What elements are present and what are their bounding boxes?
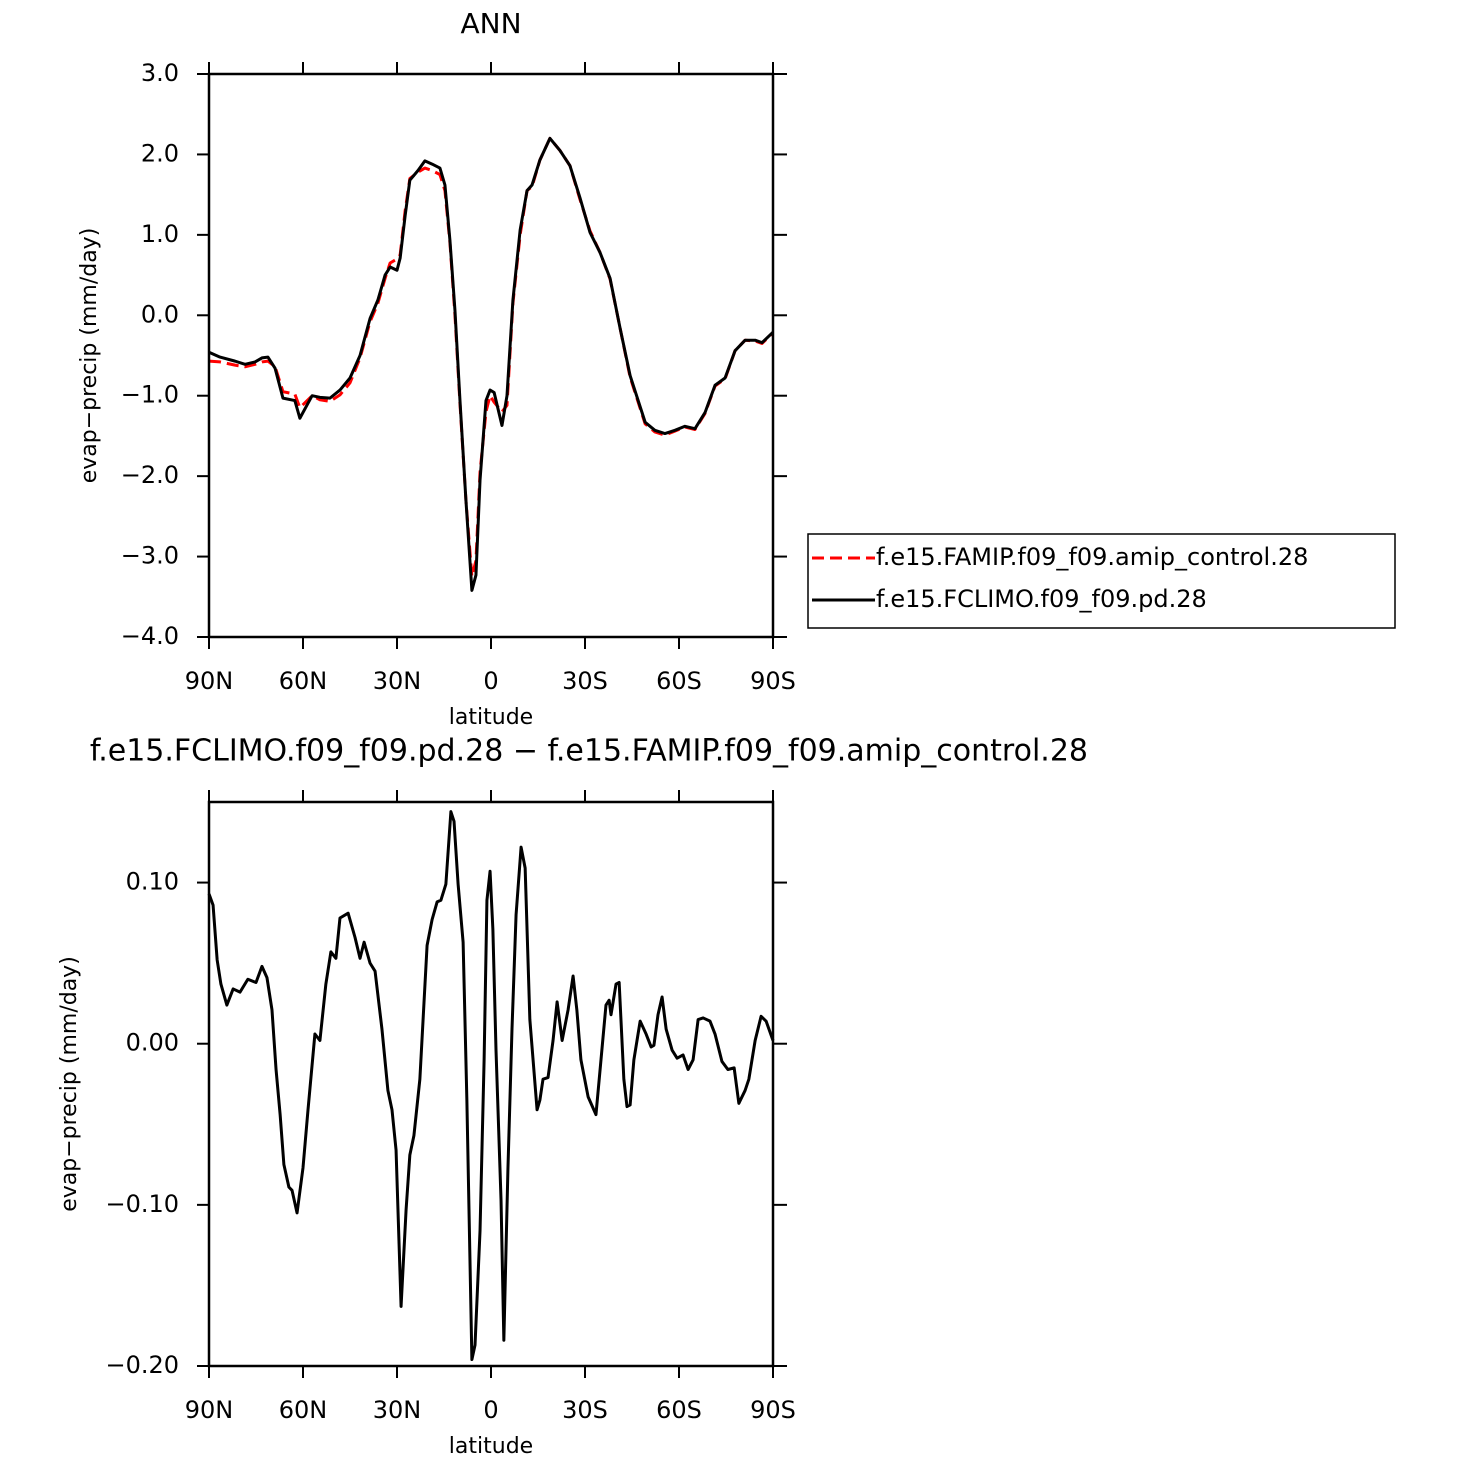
- legend-box: [807, 533, 1396, 629]
- y-axis-label: evap−precip (mm/day): [77, 228, 102, 484]
- x-tick-label: 90N: [185, 667, 234, 695]
- legend-label: f.e15.FCLIMO.f09_f09.pd.28: [876, 585, 1207, 613]
- chart-title: ANN: [460, 7, 521, 40]
- x-tick-label: 90N: [185, 1396, 234, 1424]
- y-tick-label: −3.0: [121, 542, 179, 570]
- x-tick-label: 30S: [562, 1396, 608, 1424]
- x-tick-label: 60N: [279, 1396, 328, 1424]
- y-tick-label: 2.0: [141, 139, 179, 167]
- x-tick-label: 90S: [750, 1396, 796, 1424]
- data-line: [208, 136, 775, 592]
- y-tick-label: 1.0: [141, 220, 179, 248]
- y-tick-label: −0.20: [105, 1351, 179, 1379]
- y-tick-label: 0.00: [126, 1029, 179, 1057]
- y-tick-label: −4.0: [121, 622, 179, 650]
- x-tick-label: 90S: [750, 667, 796, 695]
- x-tick-label: 0: [483, 667, 498, 695]
- y-tick-label: 0.10: [126, 868, 179, 896]
- y-tick-label: −2.0: [121, 461, 179, 489]
- x-tick-label: 30N: [373, 667, 422, 695]
- data-line: [207, 810, 775, 1362]
- y-tick-label: 0.0: [141, 300, 179, 328]
- x-axis-label: latitude: [449, 1434, 533, 1459]
- x-tick-label: 60S: [656, 667, 702, 695]
- data-line: [208, 136, 775, 579]
- plot-frame: [207, 72, 775, 639]
- y-tick-label: −0.10: [105, 1190, 179, 1218]
- x-tick-label: 0: [483, 1396, 498, 1424]
- x-tick-label: 60N: [279, 667, 328, 695]
- x-tick-label: 30N: [373, 1396, 422, 1424]
- y-tick-label: 3.0: [141, 59, 179, 87]
- y-axis-label: evap−precip (mm/day): [57, 956, 82, 1212]
- plot-frame: [207, 800, 775, 1368]
- x-tick-label: 60S: [656, 1396, 702, 1424]
- x-axis-label: latitude: [449, 705, 533, 730]
- y-tick-label: −1.0: [121, 381, 179, 409]
- chart-title: f.e15.FCLIMO.f09_f09.pd.28 − f.e15.FAMIP…: [90, 734, 1088, 769]
- legend-label: f.e15.FAMIP.f09_f09.amip_control.28: [876, 543, 1308, 571]
- x-tick-label: 30S: [562, 667, 608, 695]
